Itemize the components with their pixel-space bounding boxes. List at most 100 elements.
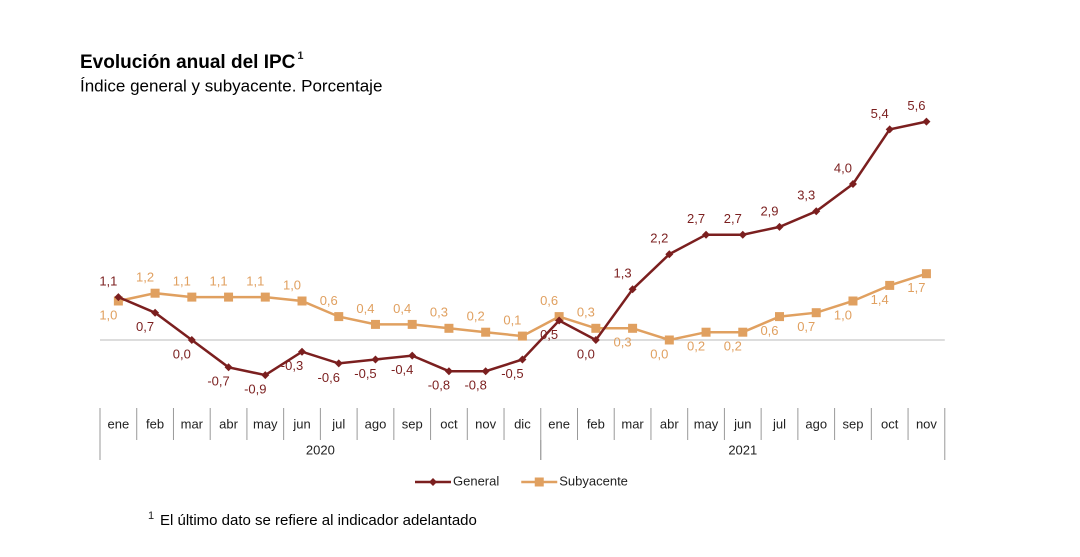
data-label: 1,0	[834, 307, 852, 322]
marker	[591, 323, 601, 333]
marker	[481, 367, 490, 376]
data-label: 0,0	[577, 346, 595, 361]
x-tick-label: mar	[181, 416, 204, 431]
marker	[775, 222, 784, 231]
data-label: -0,5	[501, 366, 523, 381]
data-label: 2,9	[760, 203, 778, 218]
data-label: 4,0	[834, 160, 852, 175]
data-label: 0,0	[173, 346, 191, 361]
marker	[811, 308, 821, 318]
data-label: 5,6	[907, 98, 925, 113]
data-label: 0,6	[540, 293, 558, 308]
marker	[408, 351, 417, 360]
data-label: 0,0	[650, 346, 668, 361]
data-label: 2,7	[687, 211, 705, 226]
marker	[334, 359, 343, 368]
x-tick-label: abr	[219, 416, 238, 431]
x-tick-label: ene	[548, 416, 570, 431]
marker	[298, 347, 307, 356]
marker	[885, 280, 895, 290]
data-label: -0,7	[207, 374, 229, 389]
marker	[260, 292, 270, 302]
marker	[370, 319, 380, 329]
marker	[224, 363, 233, 372]
marker	[187, 292, 197, 302]
data-label: 1,1	[99, 274, 117, 289]
footnote: El último dato se refiere al indicador a…	[160, 512, 477, 529]
marker	[848, 180, 857, 188]
marker	[885, 125, 894, 134]
data-label: 1,0	[283, 277, 301, 292]
x-tick-label: jul	[772, 416, 786, 431]
marker	[664, 335, 674, 345]
data-label: 0,3	[577, 305, 595, 320]
marker	[738, 230, 747, 239]
data-label: 0,4	[393, 301, 411, 316]
data-label: 0,2	[467, 309, 485, 324]
marker	[224, 292, 234, 302]
x-tick-label: may	[694, 416, 719, 431]
data-label: 1,0	[99, 307, 117, 322]
data-label: -0,9	[244, 382, 266, 397]
x-tick-label: abr	[660, 416, 679, 431]
data-label: 0,2	[724, 339, 742, 354]
marker	[297, 296, 307, 306]
x-tick-label: jun	[292, 416, 310, 431]
data-label: 1,7	[907, 280, 925, 295]
data-label: -0,6	[318, 370, 340, 385]
data-label: -0,4	[391, 362, 413, 377]
data-label: -0,8	[428, 378, 450, 393]
data-label: 0,1	[503, 313, 521, 328]
data-label: 1,1	[173, 274, 191, 289]
marker	[591, 336, 600, 344]
marker	[921, 269, 931, 279]
x-tick-label: mar	[621, 416, 644, 431]
marker	[738, 327, 748, 337]
x-group-label: 2021	[728, 442, 757, 457]
data-label: -0,5	[354, 366, 376, 381]
marker	[701, 327, 711, 337]
data-label: 0,2	[687, 339, 705, 354]
marker	[628, 285, 637, 294]
marker	[775, 312, 785, 322]
data-label: -0,8	[464, 378, 486, 393]
data-label: 5,4	[871, 106, 889, 121]
x-tick-label: sep	[842, 416, 863, 431]
x-tick-label: feb	[146, 416, 164, 431]
marker	[407, 319, 417, 329]
data-label: 1,1	[246, 274, 264, 289]
x-tick-label: ene	[108, 416, 130, 431]
chart-subtitle: Índice general y subyacente. Porcentaje	[80, 76, 382, 95]
data-label: 2,2	[650, 231, 668, 246]
x-tick-label: oct	[881, 416, 899, 431]
data-label: 3,3	[797, 188, 815, 203]
x-group-label: 2020	[306, 442, 335, 457]
marker	[555, 316, 564, 325]
data-label: 1,4	[871, 292, 889, 307]
marker	[628, 323, 638, 333]
marker	[848, 296, 858, 306]
data-label: 0,7	[797, 319, 815, 334]
x-tick-label: dic	[514, 416, 531, 431]
data-label: 0,3	[614, 335, 632, 350]
marker	[517, 331, 527, 341]
x-tick-label: may	[253, 416, 278, 431]
data-label: 0,6	[760, 323, 778, 338]
x-tick-label: jul	[331, 416, 345, 431]
marker	[481, 327, 491, 337]
marker	[371, 355, 380, 364]
x-tick-label: jun	[733, 416, 751, 431]
footnote-marker: 1	[148, 510, 154, 522]
x-tick-label: oct	[440, 416, 458, 431]
marker	[534, 477, 544, 487]
data-label: 2,7	[724, 211, 742, 226]
x-tick-label: feb	[587, 416, 605, 431]
marker	[518, 355, 527, 364]
chart-title: Evolución anual del IPC	[80, 52, 296, 73]
marker	[187, 336, 196, 344]
data-label: 1,1	[210, 274, 228, 289]
marker	[665, 250, 674, 259]
x-tick-label: ago	[365, 416, 387, 431]
marker	[812, 207, 821, 216]
